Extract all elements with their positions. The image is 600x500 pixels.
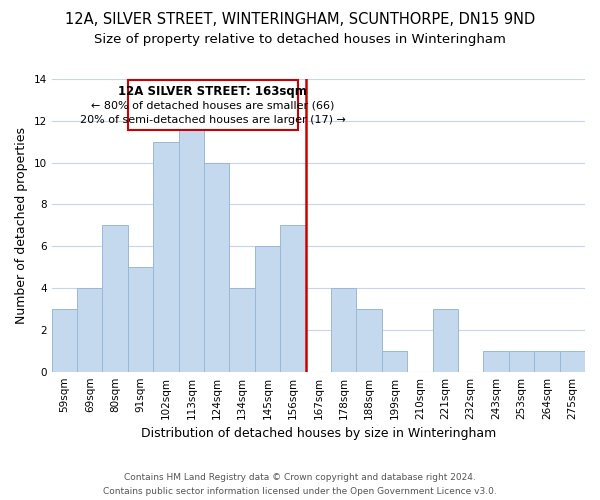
Bar xyxy=(77,288,103,372)
Bar xyxy=(204,162,229,372)
Text: 12A SILVER STREET: 163sqm: 12A SILVER STREET: 163sqm xyxy=(118,86,307,98)
Bar xyxy=(103,226,128,372)
Bar xyxy=(433,309,458,372)
Y-axis label: Number of detached properties: Number of detached properties xyxy=(15,127,28,324)
Text: 12A, SILVER STREET, WINTERINGHAM, SCUNTHORPE, DN15 9ND: 12A, SILVER STREET, WINTERINGHAM, SCUNTH… xyxy=(65,12,535,28)
Bar xyxy=(560,351,585,372)
Bar xyxy=(356,309,382,372)
Text: ← 80% of detached houses are smaller (66): ← 80% of detached houses are smaller (66… xyxy=(91,100,335,110)
Bar xyxy=(128,267,153,372)
Bar xyxy=(52,309,77,372)
FancyBboxPatch shape xyxy=(128,80,298,130)
Bar xyxy=(153,142,179,372)
Text: 20% of semi-detached houses are larger (17) →: 20% of semi-detached houses are larger (… xyxy=(80,116,346,126)
Bar xyxy=(509,351,534,372)
Text: Contains public sector information licensed under the Open Government Licence v3: Contains public sector information licen… xyxy=(103,486,497,496)
Bar xyxy=(331,288,356,372)
Bar xyxy=(179,121,204,372)
Bar xyxy=(280,226,305,372)
Bar xyxy=(229,288,255,372)
Bar xyxy=(382,351,407,372)
Text: Contains HM Land Registry data © Crown copyright and database right 2024.: Contains HM Land Registry data © Crown c… xyxy=(124,473,476,482)
X-axis label: Distribution of detached houses by size in Winteringham: Distribution of detached houses by size … xyxy=(141,427,496,440)
Bar xyxy=(534,351,560,372)
Bar xyxy=(255,246,280,372)
Text: Size of property relative to detached houses in Winteringham: Size of property relative to detached ho… xyxy=(94,32,506,46)
Bar xyxy=(484,351,509,372)
